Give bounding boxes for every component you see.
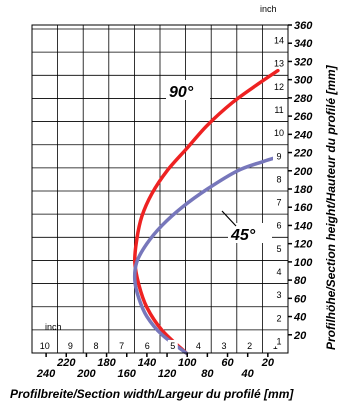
x-inch-tick-bg xyxy=(244,340,255,351)
y-inch-tick-bg xyxy=(273,58,285,69)
x-axis-title: Profilbreite/Section width/Largeur du pr… xyxy=(10,387,294,401)
y-inch-tick-label: 13 xyxy=(274,59,284,69)
x-inch-tick-bg xyxy=(116,340,127,351)
y-inch-tick-bg xyxy=(273,105,285,116)
y-mm-tick-label: 80 xyxy=(294,275,307,287)
x-mm-tick-label: 140 xyxy=(138,357,157,369)
x-inch-tick-label: 2 xyxy=(247,341,252,351)
y-inch-tick-label: 11 xyxy=(274,105,283,115)
series-90-label-background xyxy=(166,80,210,100)
y-mm-tick-label: 260 xyxy=(293,111,313,123)
x-mm-tick-label: 20 xyxy=(261,357,275,369)
x-inch-tick-label: 6 xyxy=(145,341,150,351)
x-mm-tick-label: 240 xyxy=(36,368,56,380)
x-inch-unit-label: inch xyxy=(45,322,62,332)
x-mm-tick-label: 80 xyxy=(201,368,214,380)
y-mm-tick-label: 180 xyxy=(294,184,313,196)
series-line-45 xyxy=(132,155,280,355)
x-inch-tick-bg xyxy=(167,340,178,351)
y-inch-tick-bg xyxy=(273,313,285,324)
y-inch-tick-bg xyxy=(273,290,285,301)
y-inch-tick-bg xyxy=(273,220,285,231)
x-inch-tick-bg xyxy=(142,340,153,351)
y-inch-tick-label: 1 xyxy=(276,336,281,346)
y-inch-tick-label: 12 xyxy=(274,82,284,92)
x-mm-tick-label: 180 xyxy=(97,357,116,369)
y-mm-tick-label: 120 xyxy=(294,239,313,251)
x-inch-tick-bg xyxy=(91,340,101,351)
series-layer xyxy=(132,68,280,355)
y-inch-tick-label: 7 xyxy=(276,198,281,208)
series-45-label: 45° xyxy=(230,227,256,244)
x-mm-tick-label: 100 xyxy=(178,357,197,369)
x-mm-tick-label: 200 xyxy=(76,368,96,380)
x-inch-tick-bg xyxy=(219,340,229,351)
x-mm-tick-label: 160 xyxy=(118,368,137,380)
y-inch-tick-label: 5 xyxy=(276,244,281,254)
y-inch-tick-label: 3 xyxy=(276,290,281,300)
x-inch-tick-label: 8 xyxy=(93,341,98,351)
series-line-90 xyxy=(132,68,280,355)
y-mm-tick-label: 200 xyxy=(293,166,313,178)
y-inch-tick-label: 9 xyxy=(276,151,281,161)
y-mm-tick-label: 280 xyxy=(293,93,313,105)
x-mm-tick-label: 120 xyxy=(158,368,177,380)
y-inch-tick-label: 10 xyxy=(274,128,284,138)
y-inch-unit-label: inch xyxy=(260,4,277,14)
y-inch-tick-label: 2 xyxy=(276,313,281,323)
y-mm-tick-label: 140 xyxy=(294,220,313,232)
y-mm-tick-label: 300 xyxy=(294,75,313,87)
y-inch-tick-bg xyxy=(273,336,285,347)
y-mm-tick-label: 320 xyxy=(294,56,313,68)
y-mm-tick-label: 20 xyxy=(293,330,307,342)
y-mm-tick-label: 100 xyxy=(294,257,313,269)
y-mm-tick-label: 60 xyxy=(294,293,307,305)
y-mm-tick-label: 240 xyxy=(293,129,313,141)
y-mm-tick-label: 160 xyxy=(294,202,313,214)
x-inch-tick-label: 7 xyxy=(119,341,124,351)
grid xyxy=(31,25,289,354)
y-inch-tick-bg xyxy=(273,81,285,92)
x-inch-tick-label: 3 xyxy=(221,341,226,351)
y-inch-tick-label: 8 xyxy=(276,174,281,184)
series-45-label-background xyxy=(228,223,272,243)
x-mm-tick-label: 40 xyxy=(241,368,255,380)
tick-labels: 1098765432112345678910111213142040608010… xyxy=(36,20,313,380)
y-inch-tick-bg xyxy=(273,128,285,139)
y-axis-title: Profilhöhe/Section height/Hauteur du pro… xyxy=(324,64,338,350)
y-mm-tick-label: 220 xyxy=(293,148,313,160)
x-inch-tick-bg xyxy=(39,340,50,351)
y-inch-tick-bg xyxy=(273,267,285,278)
y-inch-tick-bg xyxy=(273,243,285,254)
y-inch-tick-bg xyxy=(273,35,285,46)
y-inch-tick-bg xyxy=(273,174,285,185)
y-inch-tick-label: 6 xyxy=(276,221,281,231)
x-inch-tick-bg xyxy=(65,340,76,351)
x-mm-tick-label: 220 xyxy=(56,357,76,369)
x-inch-tick-label: 9 xyxy=(68,341,73,351)
x-mm-tick-label: 60 xyxy=(221,357,234,369)
y-inch-tick-label: 14 xyxy=(274,36,284,46)
x-inch-tick-bg xyxy=(193,340,204,351)
y-inch-tick-bg xyxy=(273,151,285,162)
series-45-leader-line xyxy=(221,210,237,227)
x-inch-tick-label: 4 xyxy=(196,341,201,351)
series-90-label: 90° xyxy=(169,84,194,101)
y-inch-tick-bg xyxy=(273,197,285,208)
y-inch-tick-label: 4 xyxy=(276,267,281,277)
y-mm-tick-label: 40 xyxy=(293,312,307,324)
y-mm-tick-label: 340 xyxy=(294,38,313,50)
y-mm-tick-label: 360 xyxy=(294,20,313,32)
x-inch-tick-label: 5 xyxy=(170,341,175,351)
x-inch-tick-label: 10 xyxy=(40,341,50,351)
